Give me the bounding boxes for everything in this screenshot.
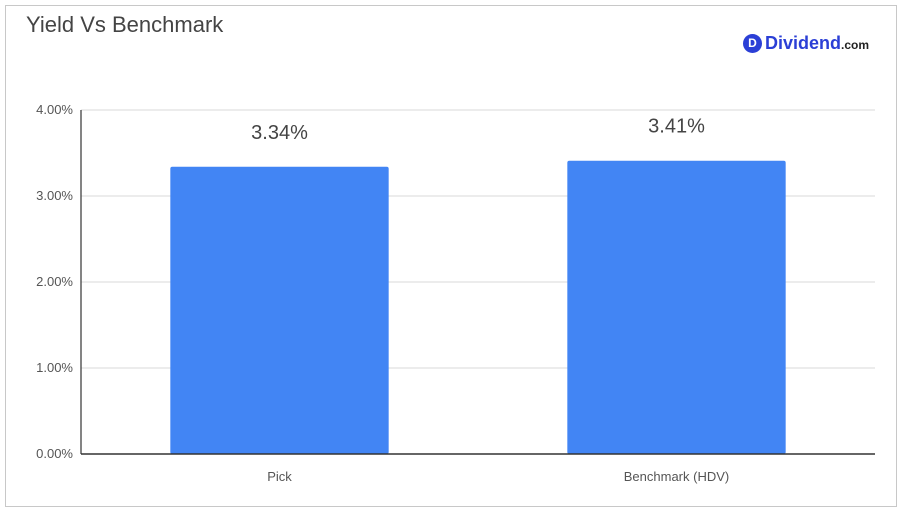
brand-logo: D Dividend .com: [743, 33, 869, 53]
brand-logo-icon: D: [743, 33, 762, 53]
y-tick-label: 4.00%: [36, 102, 73, 117]
chart-title: Yield Vs Benchmark: [26, 12, 224, 37]
bar: [170, 166, 389, 454]
data-label: 3.34%: [251, 122, 308, 144]
x-tick-label: Pick: [267, 469, 292, 484]
data-label: 3.41%: [648, 116, 705, 138]
brand-logo-name: Dividend: [765, 32, 842, 53]
y-tick-label: 3.00%: [36, 188, 73, 203]
brand-logo-tld: .com: [841, 38, 870, 52]
y-tick-label: 1.00%: [36, 360, 73, 375]
y-tick-label: 0.00%: [36, 446, 73, 461]
y-tick-label: 2.00%: [36, 274, 73, 289]
x-tick-label: Benchmark (HDV): [624, 469, 729, 484]
bar: [567, 160, 786, 455]
